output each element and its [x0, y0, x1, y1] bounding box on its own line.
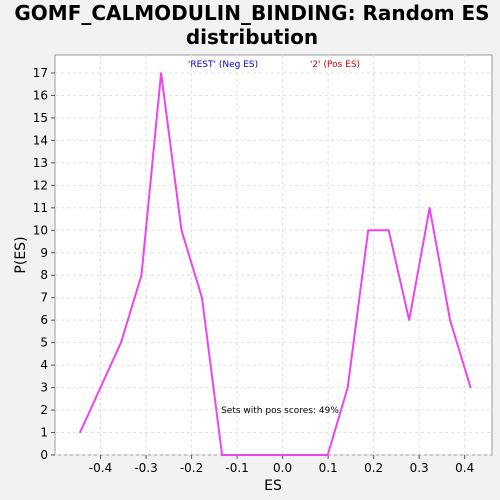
chart-title-line-2: distribution [186, 25, 318, 49]
x-tick-label: -0.2 [180, 461, 203, 475]
data-point [201, 296, 203, 299]
plot-area [54, 54, 493, 456]
y-tick-label: 15 [33, 111, 48, 125]
x-tick-label: 0.2 [364, 461, 383, 475]
data-point [221, 454, 223, 456]
y-tick-label: 5 [40, 336, 48, 350]
grid-lines [55, 55, 492, 456]
data-point [120, 341, 122, 344]
y-tick-label: 13 [33, 156, 48, 170]
y-tick-label: 16 [33, 88, 48, 102]
x-axis-title: ES [264, 478, 282, 494]
data-point [449, 319, 451, 321]
data-point [346, 386, 349, 389]
legend-entry-neg: 'REST' (Neg ES) [188, 60, 258, 70]
data-point [367, 229, 369, 232]
y-tick-label: 11 [33, 201, 48, 215]
x-tick-label: 0.1 [319, 461, 338, 475]
y-tick-label: 0 [40, 448, 48, 462]
data-point [140, 274, 143, 277]
axes: -0.4 -0.3 -0.2 -0.1 0.0 0.1 0.2 0.3 0.4012345678… [33, 66, 475, 475]
data-point [160, 72, 162, 74]
x-tick-label: -0.1 [225, 461, 248, 475]
y-tick-label: 8 [40, 268, 48, 282]
y-tick-label: 9 [40, 246, 48, 260]
legend-entry-pos: '2' (Pos ES) [310, 60, 360, 70]
y-tick-label: 17 [33, 66, 48, 80]
y-tick-label: 2 [40, 403, 48, 417]
data-point [180, 229, 183, 232]
data-point [469, 386, 472, 389]
y-tick-label: 7 [40, 291, 48, 305]
chart-title-line-1: GOMF_CALMODULIN_BINDING: Random ES [14, 1, 489, 25]
x-tick-label: 0.0 [273, 461, 292, 475]
data-point [241, 454, 244, 456]
data-point [408, 319, 410, 321]
y-tick-label: 12 [33, 178, 48, 192]
x-tick-label: -0.3 [134, 461, 157, 475]
series-layer [79, 72, 472, 456]
y-tick-label: 6 [40, 313, 48, 327]
data-point [301, 454, 304, 456]
pos-scores-annotation: Sets with pos scores: 49% [221, 406, 339, 416]
y-tick-label: 3 [40, 381, 48, 395]
x-tick-label: 0.4 [455, 461, 474, 475]
y-tick-label: 4 [40, 358, 48, 372]
y-tick-label: 10 [33, 223, 48, 237]
y-tick-label: 14 [33, 133, 48, 147]
data-point [79, 431, 81, 434]
data-point [281, 454, 284, 456]
data-point [261, 454, 264, 456]
y-axis-title: P(ES) [13, 236, 29, 273]
x-tick-label: 0.3 [410, 461, 429, 475]
data-point [428, 207, 431, 209]
data-point [387, 229, 390, 232]
y-tick-label: 1 [40, 426, 48, 440]
x-tick-label: -0.4 [89, 461, 112, 475]
data-point [326, 454, 329, 456]
